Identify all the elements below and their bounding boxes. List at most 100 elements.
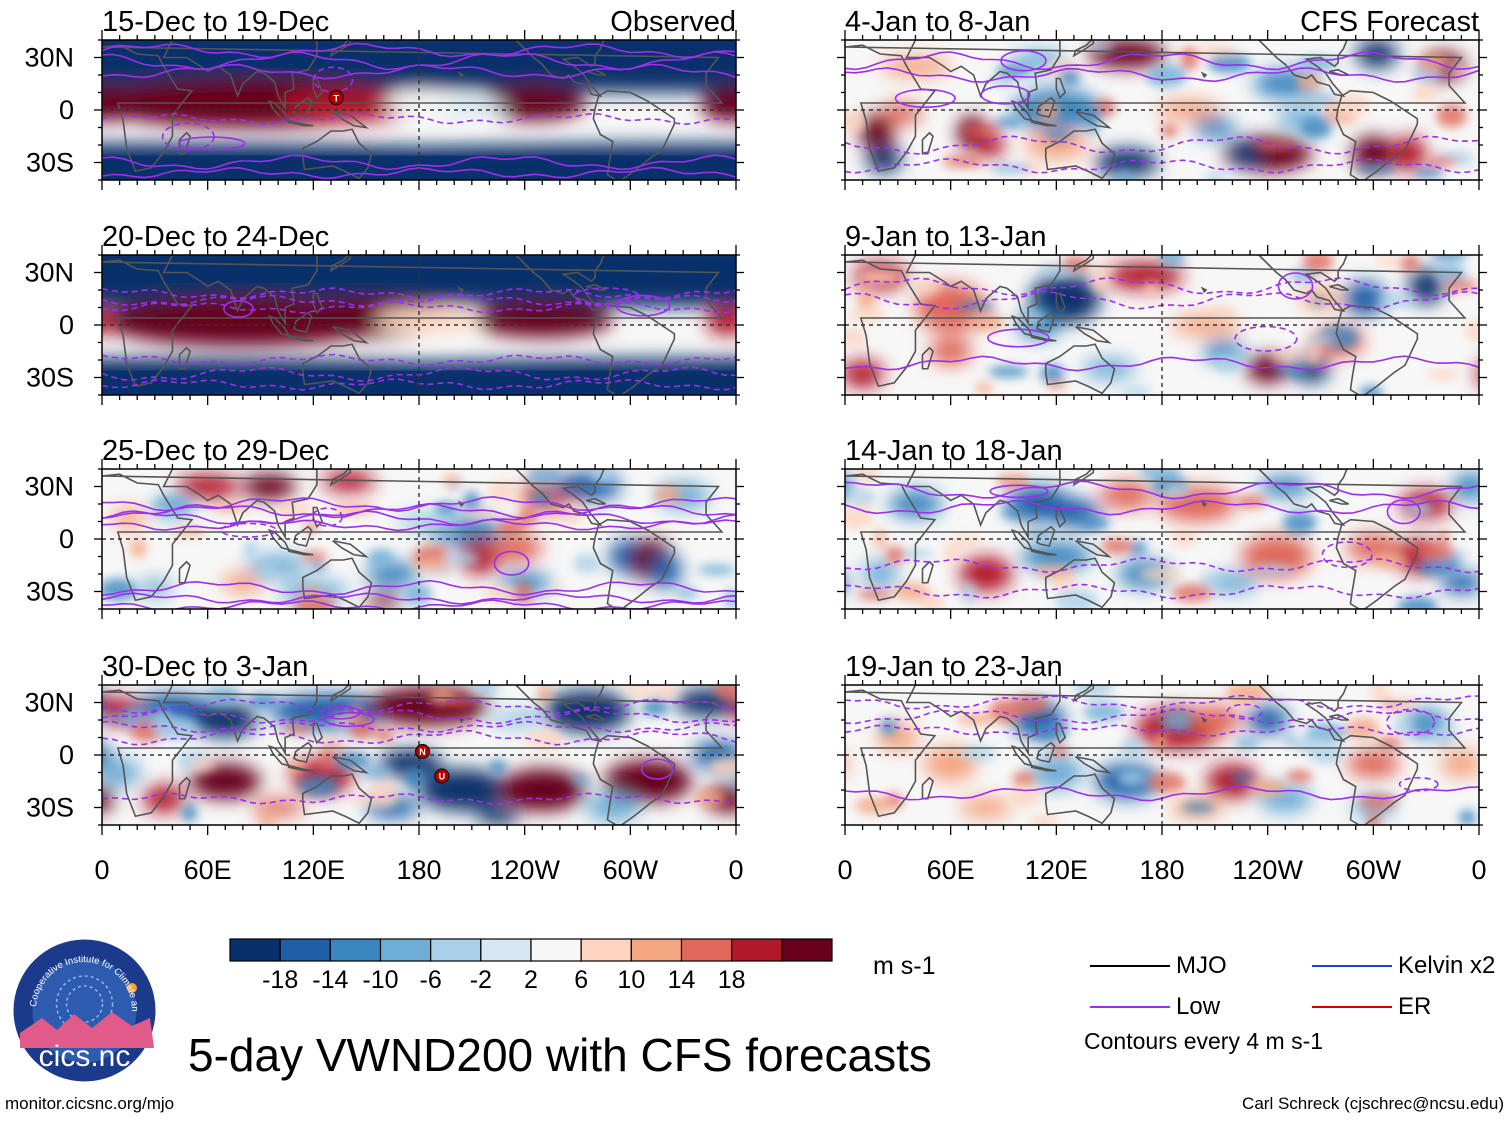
storm-marker: U — [434, 768, 450, 784]
colorbar-label: -2 — [470, 966, 492, 994]
coastline — [293, 96, 313, 118]
low-contour — [1386, 499, 1421, 525]
field-anomaly — [246, 554, 310, 576]
low-contour — [161, 122, 215, 151]
coastline — [1030, 764, 1057, 772]
field-anomaly — [885, 546, 905, 565]
colorbar-label: 6 — [574, 966, 588, 994]
storm-marker-icon — [434, 768, 450, 784]
field-anomaly — [1009, 784, 1041, 808]
colorbar-label: 10 — [617, 966, 645, 994]
field-anomaly — [102, 308, 115, 335]
coastline — [1036, 525, 1056, 547]
field-anomaly — [845, 327, 868, 348]
field-anomaly — [1024, 131, 1089, 159]
map-panel: 30N 0 30S 15-Dec to 19-Dec Observed T — [24, 6, 744, 190]
panel-period-title: 14-Jan to 18-Jan — [845, 435, 1063, 467]
low-contour — [177, 136, 246, 151]
low-contour — [1226, 703, 1263, 720]
field-anomaly — [374, 307, 481, 332]
column-header: CFS Forecast — [1300, 6, 1479, 38]
field-anomaly — [463, 509, 500, 520]
field-anomaly — [1039, 364, 1065, 384]
field-anomaly — [708, 756, 736, 777]
coastline — [905, 255, 1061, 327]
field-band — [102, 255, 736, 283]
field-anomaly — [1193, 117, 1236, 138]
coastline — [301, 557, 373, 609]
coastline — [1055, 292, 1067, 315]
coastline — [514, 40, 605, 98]
coastline — [102, 259, 724, 388]
field-anomaly — [1378, 736, 1402, 750]
field-anomaly — [986, 76, 1015, 87]
colorbar-swatch — [379, 938, 432, 962]
field-anomaly — [993, 117, 1022, 128]
field-anomaly — [405, 766, 426, 790]
colorbar-label: 18 — [718, 966, 746, 994]
field-anomaly — [278, 90, 419, 123]
field-anomaly — [1452, 472, 1479, 501]
coastline — [1200, 71, 1208, 79]
colorbar-label: -14 — [312, 966, 348, 994]
colorbar-swatch — [329, 938, 382, 962]
map-panel: 9-Jan to 13-Jan — [837, 221, 1487, 405]
field-anomaly — [538, 685, 552, 705]
low-contour — [102, 792, 736, 805]
field-anomaly — [1411, 84, 1439, 103]
field-anomaly — [1370, 685, 1390, 703]
x-tick-label: 120W — [1232, 855, 1303, 885]
field-anomaly — [1203, 172, 1227, 180]
field-anomaly — [1089, 273, 1111, 292]
field-anomaly — [142, 784, 185, 813]
coastline — [586, 497, 607, 505]
field-anomaly — [1246, 706, 1289, 734]
coastline — [301, 343, 373, 395]
coastline — [178, 776, 191, 800]
y-tick-label: 0 — [59, 310, 74, 340]
legend-item-low: Low — [1090, 993, 1220, 1021]
coastline — [329, 685, 352, 703]
field-anomaly — [471, 302, 613, 338]
field-anomaly — [1252, 564, 1294, 576]
legend-line-er — [1312, 1006, 1392, 1008]
field-anomaly — [102, 578, 137, 601]
field-band — [102, 40, 736, 68]
field-anomaly — [693, 788, 727, 807]
field-anomaly — [987, 365, 1029, 378]
field-anomaly — [257, 812, 277, 825]
field-band-edges — [102, 40, 736, 180]
y-tick-label: 30N — [24, 258, 74, 288]
coastline — [1329, 283, 1350, 291]
coastline — [162, 40, 318, 112]
storm-marker-icon — [415, 744, 431, 759]
coastline — [301, 773, 373, 825]
x-tick-label: 0 — [837, 855, 852, 885]
field-anomaly — [1100, 538, 1134, 555]
field-anomaly — [959, 556, 1013, 592]
legend-label: Kelvin x2 — [1398, 952, 1496, 979]
coastline — [1257, 469, 1348, 527]
coastline — [457, 71, 465, 79]
field-anomaly — [1436, 265, 1467, 283]
field-anomaly — [1234, 736, 1261, 749]
coastline — [845, 473, 1467, 602]
low-contour — [493, 550, 530, 576]
coastline — [586, 713, 607, 721]
field-anomaly — [850, 490, 877, 505]
field-anomaly — [880, 55, 951, 77]
field-anomaly — [845, 576, 849, 589]
field-anomaly — [573, 553, 602, 574]
field-anomaly — [137, 579, 173, 597]
coastline — [162, 255, 318, 327]
coastline — [1200, 286, 1208, 294]
field-anomaly — [360, 765, 393, 780]
field-anomaly — [1437, 532, 1450, 543]
field-anomaly — [1156, 99, 1221, 121]
legend-line-mjo — [1090, 965, 1170, 967]
field-anomaly — [496, 519, 526, 537]
field-anomaly — [880, 103, 923, 124]
storm-marker-label: N — [419, 747, 426, 757]
field-anomaly — [1440, 749, 1479, 778]
